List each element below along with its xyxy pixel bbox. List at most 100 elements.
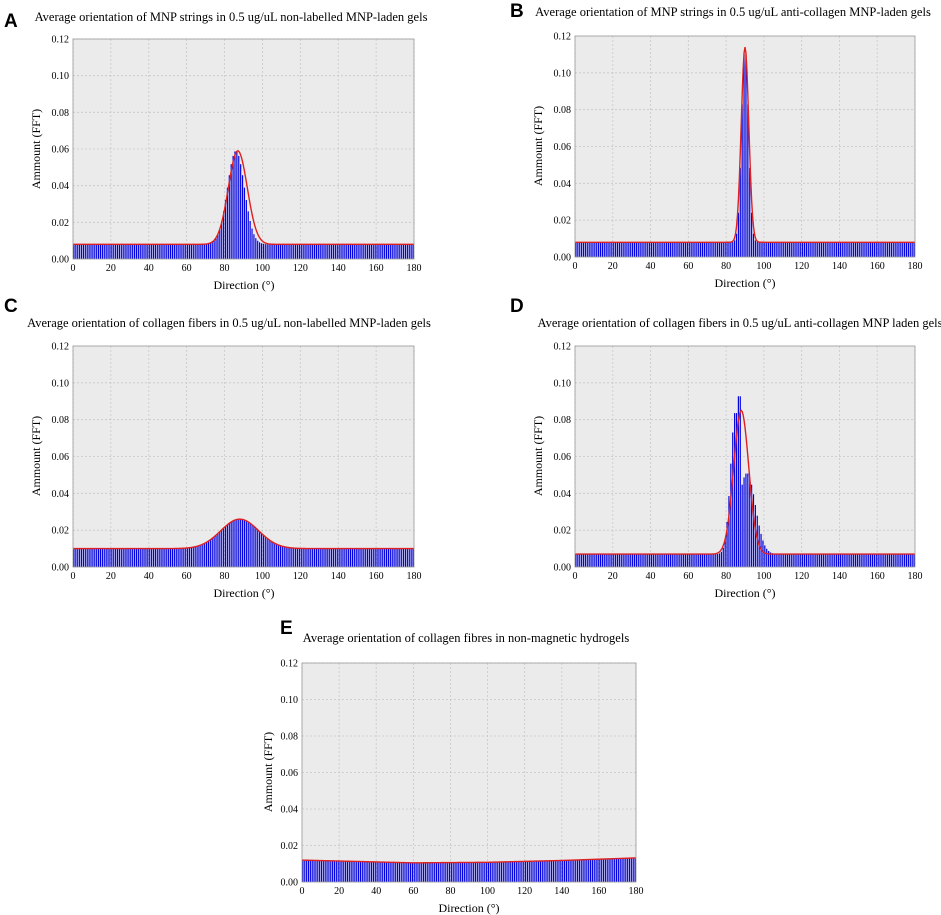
histogram-bar	[667, 554, 670, 567]
x-tick-label: 120	[517, 886, 532, 897]
histogram-bar	[726, 521, 728, 567]
histogram-bar	[120, 548, 122, 567]
histogram-bar	[681, 242, 683, 257]
histogram-bar	[281, 244, 283, 259]
histogram-bar	[445, 862, 447, 882]
histogram-bar	[398, 862, 400, 882]
y-tick-label: 0.02	[281, 841, 299, 852]
histogram-bar	[603, 242, 605, 257]
histogram-bar	[582, 242, 585, 257]
y-tick-label: 0.06	[554, 452, 572, 463]
histogram-bar	[376, 244, 378, 259]
histogram-bar	[609, 554, 611, 567]
histogram-bar	[372, 244, 374, 259]
histogram-bar	[116, 548, 119, 567]
histogram-bar	[621, 858, 623, 882]
histogram-bar	[289, 244, 291, 259]
histogram-bar	[120, 244, 122, 259]
histogram-bar	[866, 242, 868, 257]
histogram-bar	[690, 554, 692, 567]
histogram-bar	[603, 554, 605, 567]
histogram-bar	[845, 242, 847, 257]
histogram-bar	[374, 861, 376, 882]
histogram-bar	[847, 242, 849, 257]
histogram-bar	[652, 554, 654, 567]
histogram-bar	[538, 861, 540, 882]
histogram-bar	[866, 554, 868, 567]
panel-letter: D	[510, 296, 524, 317]
histogram-bar	[317, 548, 319, 567]
histogram-bar	[154, 244, 156, 259]
histogram-bar	[353, 244, 355, 259]
histogram-bar	[883, 554, 885, 567]
histogram-bar	[615, 554, 617, 567]
histogram-bar	[660, 242, 662, 257]
chart-title: Average orientation of MNP strings in 0.…	[35, 10, 428, 24]
histogram-bar	[397, 548, 399, 567]
histogram-bar	[900, 242, 902, 257]
histogram-bar	[310, 244, 312, 259]
histogram-bar	[788, 242, 790, 257]
histogram-bar	[168, 244, 170, 259]
histogram-bar	[815, 554, 817, 567]
histogram-bar	[715, 242, 717, 257]
histogram-bar	[387, 548, 390, 567]
histogram-bar	[75, 244, 77, 259]
histogram-bar	[788, 554, 790, 567]
x-tick-label: 120	[794, 571, 809, 582]
histogram-bar	[274, 244, 276, 259]
histogram-bar	[530, 861, 532, 882]
histogram-bar	[402, 244, 405, 259]
histogram-bar	[113, 548, 115, 567]
histogram-bar	[313, 548, 316, 567]
histogram-bar	[439, 862, 441, 882]
histogram-bar	[684, 242, 687, 257]
histogram-bar	[506, 861, 508, 882]
histogram-bar	[898, 242, 900, 257]
histogram-bar	[198, 545, 200, 567]
histogram-bar	[711, 554, 713, 567]
histogram-bar	[620, 554, 622, 567]
histogram-bar	[329, 548, 331, 567]
histogram-bar	[363, 548, 365, 567]
histogram-bar	[611, 554, 613, 567]
histogram-bar	[306, 548, 308, 567]
histogram-bar	[618, 554, 620, 567]
histogram-bar	[696, 554, 698, 567]
histogram-bar	[94, 548, 96, 567]
histogram-bar	[666, 242, 668, 257]
histogram-bar	[637, 554, 639, 567]
histogram-bar	[879, 242, 881, 257]
histogram-bar	[336, 244, 338, 259]
chart-title: Average orientation of collagen fibers i…	[27, 316, 431, 330]
histogram-bar	[300, 244, 302, 259]
histogram-bar	[580, 859, 582, 882]
y-tick-label: 0.10	[281, 695, 299, 706]
histogram-bar	[298, 244, 300, 259]
x-tick-label: 60	[683, 261, 693, 272]
y-tick-label: 0.06	[554, 142, 572, 153]
histogram-bar	[892, 554, 894, 567]
histogram-bar	[610, 858, 612, 882]
histogram-bar	[350, 861, 352, 882]
histogram-bar	[382, 862, 384, 882]
histogram-bar	[385, 244, 388, 259]
x-tick-label: 100	[255, 571, 270, 582]
histogram-bar	[311, 860, 313, 882]
y-tick-label: 0.12	[554, 342, 572, 353]
histogram-bar	[417, 862, 419, 882]
x-tick-label: 120	[794, 261, 809, 272]
histogram-bar	[385, 862, 388, 882]
histogram-bar	[896, 554, 898, 567]
histogram-bar	[463, 862, 465, 882]
histogram-bar	[384, 244, 386, 259]
histogram-bar	[624, 242, 626, 257]
histogram-bar	[320, 860, 323, 882]
histogram-bar	[378, 861, 380, 882]
histogram-bar	[194, 546, 196, 567]
histogram-bar	[601, 554, 603, 567]
histogram-bar	[338, 548, 340, 567]
y-tick-label: 0.02	[52, 526, 70, 537]
histogram-bar	[800, 554, 802, 567]
